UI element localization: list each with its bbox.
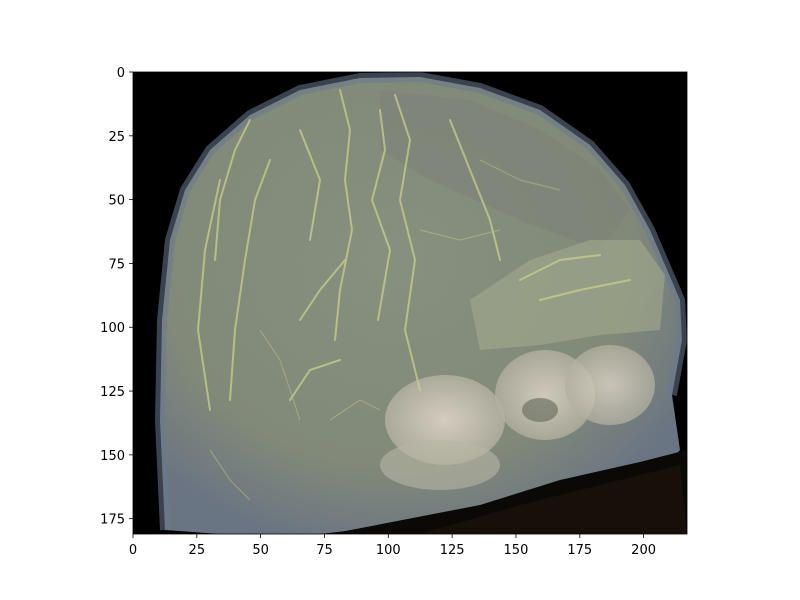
y-tick-label: 25 bbox=[108, 130, 125, 145]
dense-bone-lower bbox=[380, 440, 500, 490]
blood-vessels bbox=[196, 89, 631, 411]
skull-edge bbox=[154, 72, 687, 531]
axes-frame bbox=[132, 71, 688, 535]
y-tick-label: 50 bbox=[108, 194, 125, 209]
x-tick-label: 0 bbox=[129, 543, 137, 558]
faint-vessels bbox=[209, 159, 561, 501]
x-tick-label: 25 bbox=[189, 543, 206, 558]
facial-region bbox=[470, 240, 665, 350]
y-tick-label: 150 bbox=[100, 449, 125, 464]
x-tick-label: 125 bbox=[440, 543, 465, 558]
dense-bone-right bbox=[565, 345, 655, 425]
bone-cavity bbox=[522, 398, 558, 422]
x-axis: 0 25 50 75 100 125 150 175 200 bbox=[129, 534, 656, 558]
cranium-shade bbox=[380, 90, 630, 250]
x-tick-label: 100 bbox=[376, 543, 401, 558]
x-tick-label: 150 bbox=[504, 543, 529, 558]
x-tick-label: 175 bbox=[567, 543, 592, 558]
y-tick-label: 0 bbox=[117, 66, 125, 81]
skull-rendering bbox=[154, 72, 687, 534]
lower-cut-brown bbox=[420, 465, 687, 534]
x-tick-label: 50 bbox=[252, 543, 269, 558]
y-axis: 0 25 50 75 100 125 150 175 bbox=[100, 66, 133, 528]
x-tick-label: 200 bbox=[631, 543, 656, 558]
y-tick-label: 75 bbox=[108, 257, 125, 272]
y-tick-label: 125 bbox=[100, 385, 125, 400]
y-tick-label: 100 bbox=[100, 321, 125, 336]
y-tick-label: 175 bbox=[100, 513, 125, 528]
x-tick-label: 75 bbox=[316, 543, 333, 558]
